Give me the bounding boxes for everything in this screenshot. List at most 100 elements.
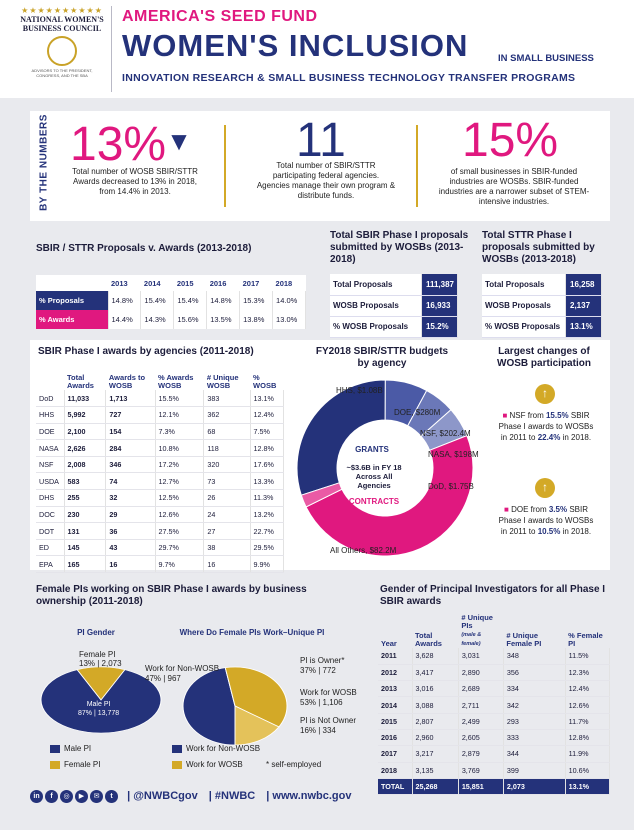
kicker: AMERICA'S SEED FUND [122, 8, 318, 25]
agencies-table: Total Awards Awards to WOSB % Awards WOS… [36, 362, 285, 574]
slice-label: All Others, $82.2M [330, 546, 397, 555]
year-header: 2015 [176, 278, 194, 288]
table-row: Total Proposals 111,387 [330, 274, 459, 296]
table-row: NSF 2,008 346 17.2% 320 17.6% [36, 456, 285, 474]
column-header: # Unique Female PI [506, 631, 542, 648]
legend-note: * self-employed [266, 760, 322, 769]
table-row: NASA 2,626 284 10.8% 118 12.8% [36, 439, 285, 457]
page-title: WOMEN'S INCLUSION [122, 28, 469, 63]
table-row: 2015 2,807 2,499 293 11.7% [378, 713, 611, 730]
column-header: % Awards WOSB [158, 373, 194, 390]
slice-label: NASA, $198M [428, 450, 479, 459]
up-arrow-icon: ↑ [535, 384, 555, 404]
column-header: Total Awards [67, 373, 94, 390]
header: ★★★★★★★★★★ NATIONAL WOMEN'S BUSINESS COU… [0, 0, 634, 98]
agencies-panel: SBIR Phase I awards by agencies (2011-20… [30, 340, 610, 574]
linkedin-icon[interactable]: in [30, 790, 43, 803]
youtube-icon[interactable]: ▶ [75, 790, 88, 803]
pi-gender-pie [40, 666, 162, 734]
twitter-icon[interactable]: t [105, 790, 118, 803]
stat-value-3: 15% [462, 114, 559, 167]
legend-male: Male PI [50, 744, 91, 753]
legend-female: Female PI [50, 760, 100, 769]
table-row: % Proposals 14.8% 15.4% 15.4% 14.8% 15.3… [36, 291, 306, 310]
year-header: 2016 [209, 278, 227, 288]
table-row: % WOSB Proposals 13.1% [482, 316, 602, 338]
donut-slice-hhs [296, 379, 386, 496]
total-row: TOTAL 25,268 15,851 2,073 13.1% [378, 778, 611, 796]
column-header: Total Awards [415, 631, 442, 648]
nwbc-logo: ★★★★★★★★★★ NATIONAL WOMEN'S BUSINESS COU… [20, 6, 112, 92]
table-row: 2014 3,088 2,711 342 12.6% [378, 696, 611, 714]
stat-value-1: 13% [70, 118, 167, 171]
table-row: WOSB Proposals 16,933 [330, 295, 459, 317]
legend-non-wosb: Work for Non-WOSB [172, 744, 260, 753]
footer: in f ◎ ▶ ✉ t | @NWBCgov | #NWBC | www.nwbc.go… [30, 790, 610, 810]
grants-label: GRANTS [355, 445, 389, 454]
by-numbers-label: BY THE NUMBERS [38, 114, 50, 211]
up-arrow-icon: ↑ [535, 478, 555, 498]
table-row: HHS 5,992 727 12.1% 362 12.4% [36, 406, 285, 424]
table-row: % Awards 14.4% 14.3% 15.6% 13.5% 13.8% 1… [36, 310, 306, 329]
change-doe: ■ DOE from 3.5% SBIR Phase I awards to W… [498, 505, 594, 536]
stat-desc-2: Total number of SBIR/STTR participating … [256, 161, 396, 200]
female-pis-title: Female PIs working on SBIR Phase I award… [36, 584, 307, 607]
table-row: 2016 2,960 2,605 333 12.8% [378, 729, 611, 747]
stat-value-2: 11 [296, 114, 346, 167]
sttr-proposals-table: Total Proposals 16,258 WOSB Proposals 2,13… [482, 274, 602, 338]
slice-label: DoD, $1.75B [428, 482, 474, 491]
stat-desc-1: Total number of WOSB SBIR/STTR Awards de… [72, 167, 198, 196]
table-row: EPA 165 16 9.7% 16 9.9% [36, 555, 285, 574]
column-header: Year [381, 639, 397, 648]
down-arrow-icon: ▼ [166, 126, 192, 156]
slice-label: DOE, $280M [394, 408, 441, 417]
budget-center-text: ~$3.6B in FY 18 Across All Agencies [346, 463, 402, 490]
gender-pi-table: Year Total Awards # Unique PIs (male & fe… [378, 613, 611, 796]
hashtag: | #NWBC [208, 790, 256, 803]
table-row: 2013 3,016 2,689 334 12.4% [378, 680, 611, 698]
year-header: 2018 [275, 278, 293, 288]
year-header: 2013 [111, 278, 128, 288]
contracts-label: CONTRACTS [348, 497, 400, 506]
stat-desc-3: of small businesses in SBIR-funded indus… [438, 167, 590, 206]
table-row: ED 145 43 29.7% 38 29.5% [36, 539, 285, 557]
table-row: WOSB Proposals 2,137 [482, 295, 602, 317]
budget-donut-chart [296, 379, 474, 557]
twitter-handle[interactable]: | @NWBCgov [127, 790, 198, 803]
table-row: 2017 3,217 2,879 344 11.9% [378, 745, 611, 763]
by-the-numbers: BY THE NUMBERS 13%▼ Total number of WOSB… [30, 111, 610, 221]
instagram-icon[interactable]: ◎ [60, 790, 73, 803]
not-owner-slice [234, 705, 280, 746]
year-header: 2017 [242, 278, 260, 288]
largest-changes-title: Largest changes of WOSB participation [497, 346, 591, 369]
pi-gender-title: PI Gender [77, 628, 115, 637]
website-link[interactable]: | www.nwbc.gov [266, 790, 352, 803]
email-icon[interactable]: ✉ [90, 790, 103, 803]
non-wosb-slice [182, 667, 236, 746]
column-header: % Female PI [568, 631, 603, 648]
table-row: 2018 3,135 3,769 399 10.6% [378, 762, 611, 779]
column-header: # Unique WOSB [206, 373, 239, 390]
table-row: % WOSB Proposals 15.2% [330, 316, 459, 338]
gender-pi-title: Gender of Principal Investigators for al… [380, 584, 606, 607]
logo-stars: ★★★★★★★★★★ [21, 6, 103, 15]
table-row: Total Proposals 16,258 [482, 274, 602, 296]
male-pi-label: Male PI 87% | 13,778 [78, 701, 120, 717]
page-subtitle: INNOVATION RESEARCH & SMALL BUSINESS TEC… [122, 72, 576, 84]
owner-label: PI is Owner* 37% | 772 [300, 656, 345, 675]
work-title: Where Do Female PIs Work–Unique PI [179, 628, 325, 637]
facebook-icon[interactable]: f [45, 790, 58, 803]
column-header: % WOSB [253, 373, 277, 390]
title-suffix: IN SMALL BUSINESS [498, 53, 594, 64]
sttr-proposals-title: Total STTR Phase I proposals submitted b… [482, 230, 595, 265]
table-row: 2012 3,417 2,890 356 12.3% [378, 664, 611, 682]
divider [416, 125, 418, 207]
proposals-awards-table: 2013 2014 2015 2016 2017 2018 % Proposal… [36, 275, 306, 329]
table-row: DHS 255 32 12.5% 26 11.3% [36, 489, 285, 507]
sbir-proposals-table: Total Proposals 111,387 WOSB Proposals 16,… [330, 274, 459, 338]
agencies-title: SBIR Phase I awards by agencies (2011-20… [38, 346, 254, 357]
column-header: # Unique PIs (male & female) [461, 613, 493, 648]
sbir-proposals-title: Total SBIR Phase I proposals submitted b… [330, 230, 469, 265]
table-row: DOT 131 36 27.5% 27 22.7% [36, 522, 285, 540]
wosb-label: Work for WOSB 53% | 1,106 [300, 688, 357, 707]
